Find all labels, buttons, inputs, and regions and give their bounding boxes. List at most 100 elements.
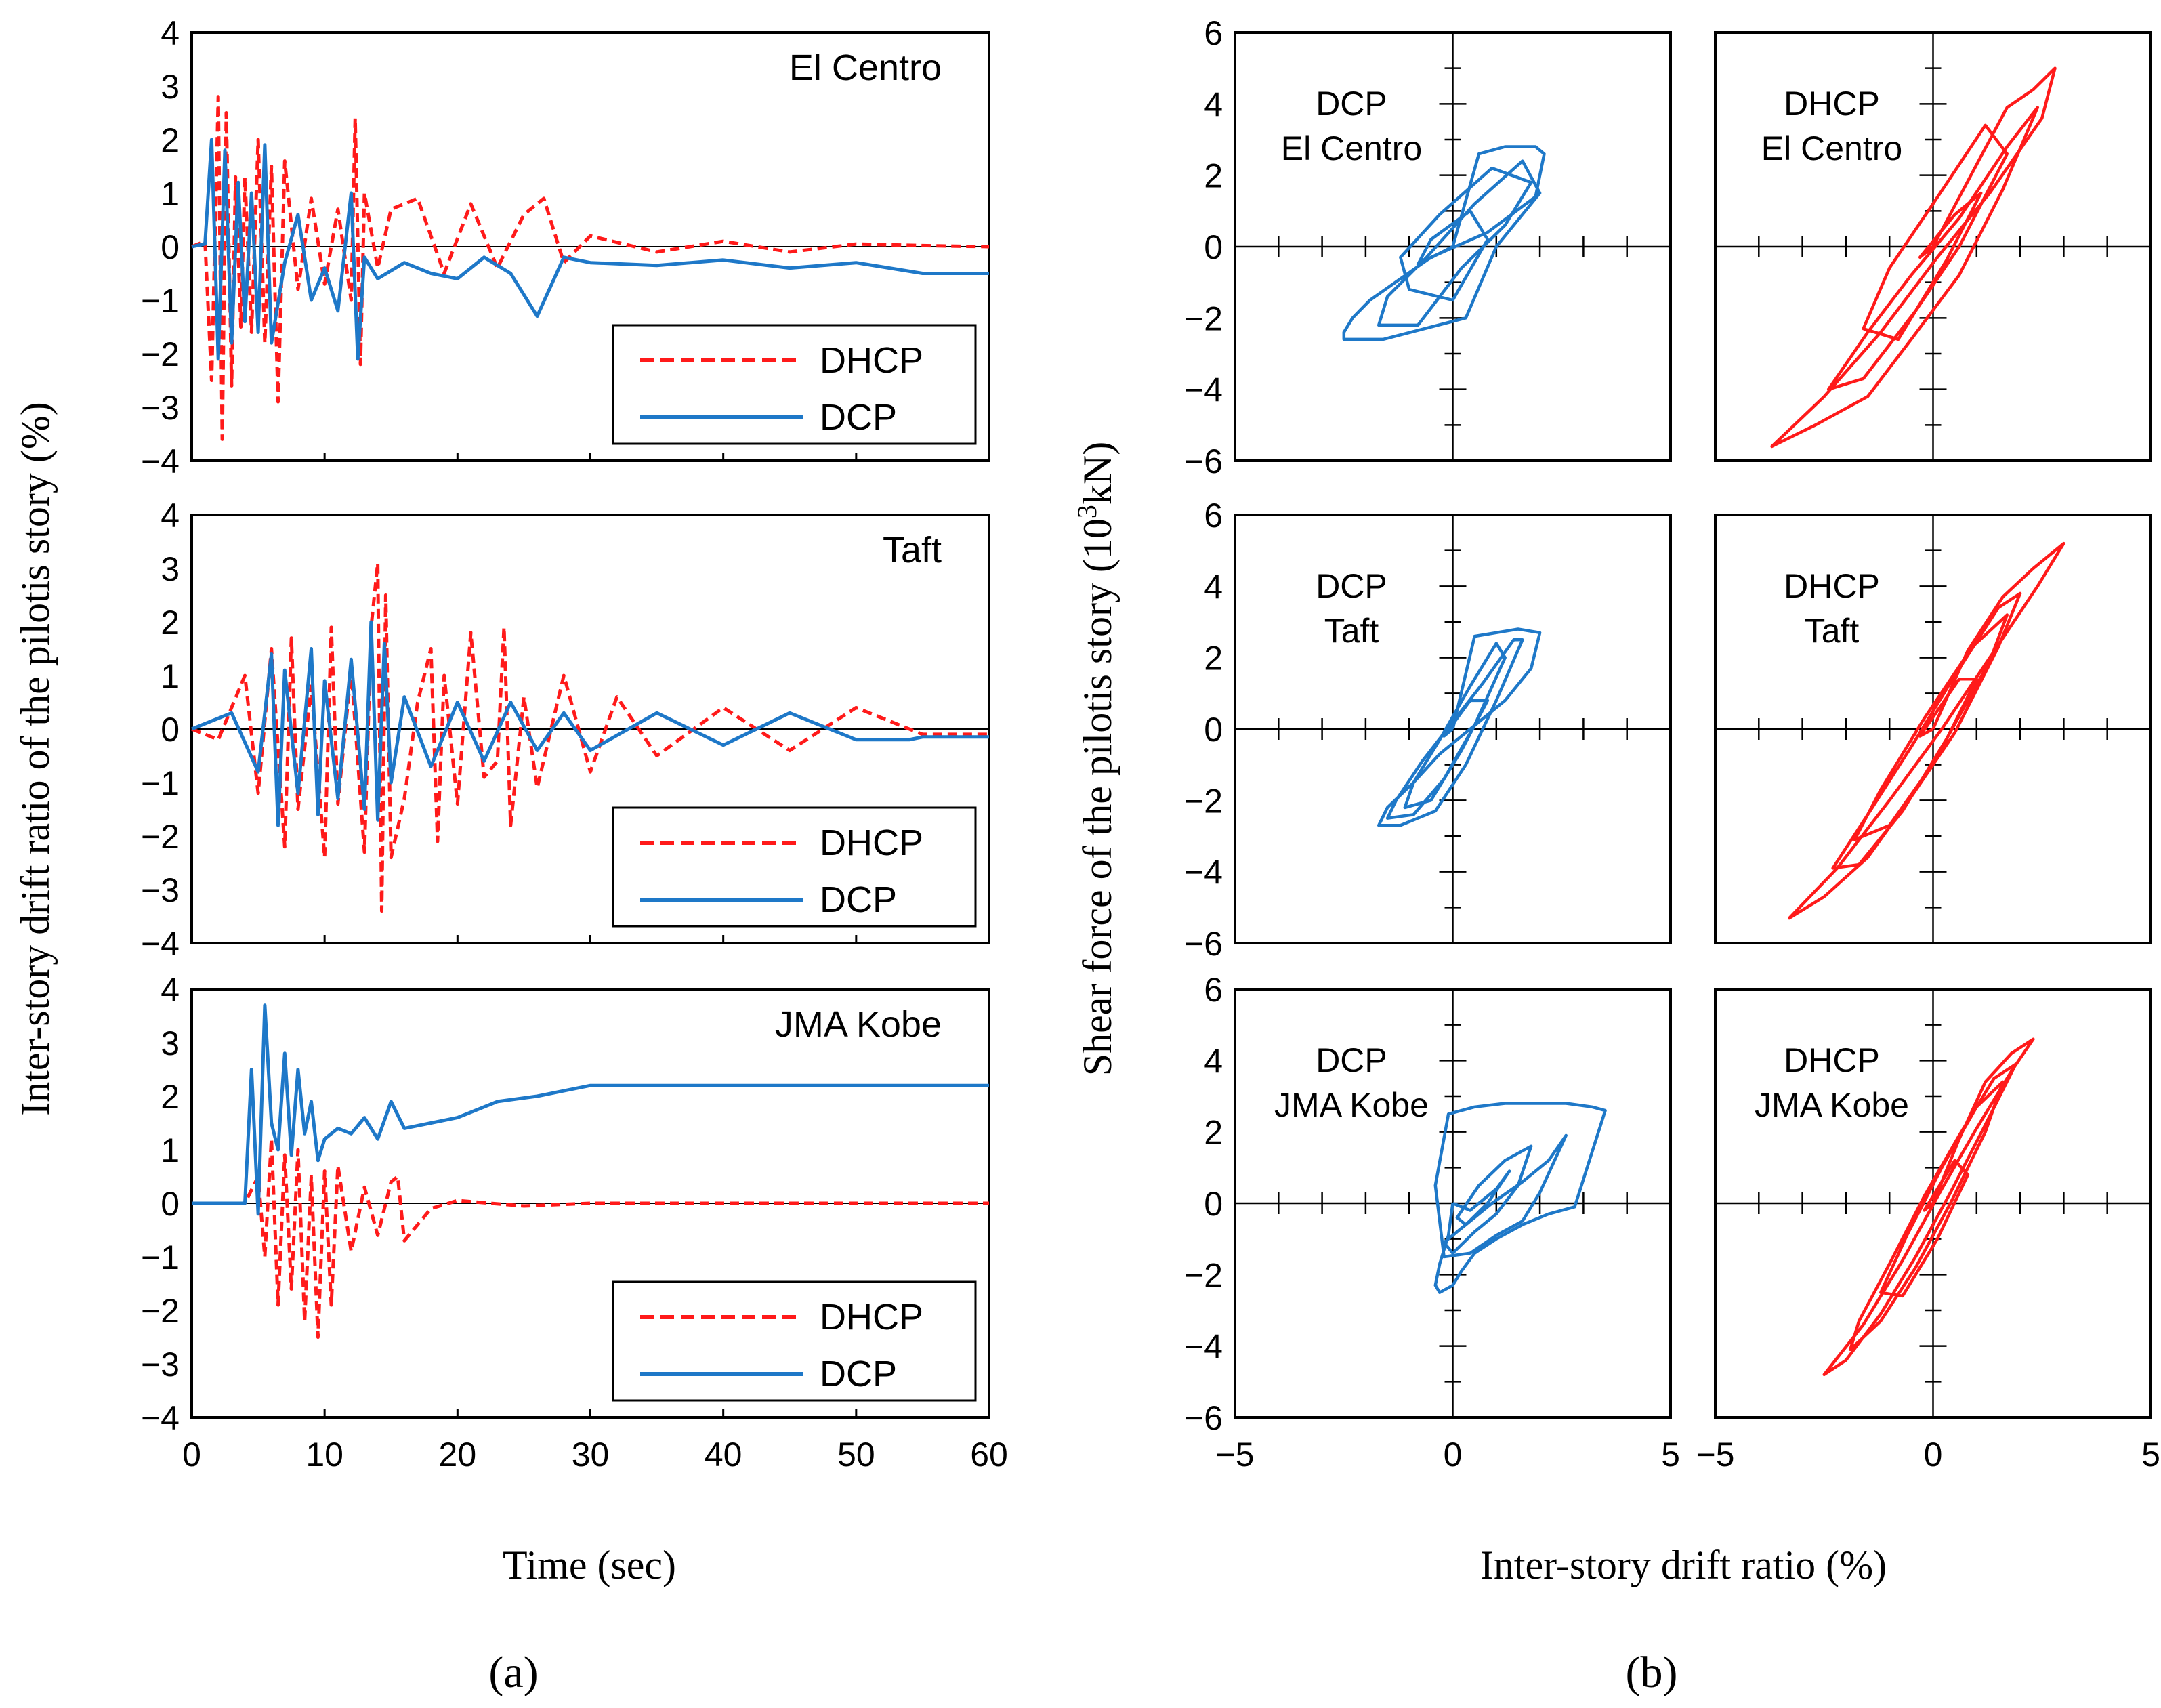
- x-tick-label: 5: [2141, 1436, 2160, 1474]
- hysteresis-label-line: DCP: [1316, 1041, 1387, 1079]
- series-line-dcp: [1433, 1102, 1607, 1294]
- legend-box: [612, 806, 977, 928]
- x-tick-label: −5: [1215, 1436, 1254, 1474]
- hysteresis-label-line: DCP: [1316, 85, 1387, 123]
- y-tick-label: −6: [1184, 925, 1223, 963]
- chart-a1: −4 −3 −2 −1 0 1 2 3 4 El Centro DHCP DCP: [141, 14, 990, 480]
- y-tick-label: −1: [141, 1238, 180, 1276]
- a-y-axis-title: Inter-story drift ratio of the pilotis s…: [13, 402, 58, 1116]
- series-line-dcp: [191, 138, 989, 361]
- y-tick-label: −3: [141, 389, 180, 427]
- y-tick-label: 2: [1204, 157, 1223, 195]
- y-tick-label: −4: [1184, 854, 1223, 892]
- legend-box: [612, 324, 977, 445]
- x-tick-label: 0: [182, 1436, 201, 1474]
- legend-label-dcp: DCP: [820, 1354, 897, 1394]
- charts-layer: −4 −3 −2 −1 0 1 2 3 4 El Centro DHCP DCP −4 −3 −2 −1 0 1 2…: [141, 14, 2160, 1474]
- x-tick-label: 0: [1924, 1436, 1943, 1474]
- hysteresis-label-line: JMA Kobe: [1755, 1086, 1909, 1124]
- hysteresis-label-line: DCP: [1316, 567, 1387, 605]
- y-tick-label: −2: [141, 818, 180, 856]
- y-tick-label: 3: [161, 1024, 180, 1062]
- y-tick-label: −1: [141, 282, 180, 320]
- y-tick-label: 2: [1204, 640, 1223, 678]
- x-tick-label: 60: [970, 1436, 1008, 1474]
- legend-label-dhcp: DHCP: [820, 1297, 923, 1337]
- y-tick-label: 0: [161, 711, 180, 749]
- x-tick-label: 10: [306, 1436, 343, 1474]
- b-y-axis-title-main: Shear force of the pilotis story (10: [1075, 518, 1120, 1076]
- hysteresis-label-line: DHCP: [1784, 567, 1880, 605]
- y-tick-label: 2: [161, 1078, 180, 1116]
- y-tick-label: 2: [1204, 1114, 1223, 1152]
- y-tick-label: 4: [1204, 85, 1223, 123]
- y-tick-label: 6: [1204, 971, 1223, 1009]
- y-tick-label: 6: [1204, 14, 1223, 52]
- y-tick-label: 0: [161, 1185, 180, 1223]
- b-x-axis-title: Inter-story drift ratio (%): [1480, 1543, 1887, 1587]
- y-tick-label: −4: [141, 925, 180, 963]
- chart-b5: −6 −4 −2 0 2 4 6 −5 0 5 DCP JMA Kobe: [1184, 971, 1680, 1474]
- hysteresis-label-line: Taft: [1324, 612, 1379, 650]
- hysteresis-label-line: Taft: [1805, 612, 1860, 650]
- legend-box: [612, 1280, 977, 1402]
- y-tick-label: 0: [1204, 228, 1223, 266]
- x-tick-label: 40: [705, 1436, 742, 1474]
- y-tick-label: 3: [161, 550, 180, 588]
- y-tick-label: 4: [1204, 568, 1223, 606]
- y-tick-label: 6: [1204, 497, 1223, 535]
- y-tick-label: 1: [161, 1131, 180, 1169]
- y-tick-label: −4: [1184, 371, 1223, 409]
- series-line-dcp: [191, 620, 989, 827]
- y-tick-label: 0: [1204, 711, 1223, 749]
- chart-title: El Centro: [789, 47, 942, 88]
- panel-label-b: (b): [1626, 1648, 1678, 1697]
- y-tick-label: 4: [1204, 1042, 1223, 1080]
- y-tick-label: 4: [161, 14, 180, 52]
- legend-label-dcp: DCP: [820, 397, 897, 438]
- legend-label-dcp: DCP: [820, 879, 897, 920]
- y-tick-label: −3: [141, 871, 180, 909]
- panel-label-a: (a): [488, 1648, 538, 1697]
- y-tick-label: −4: [141, 1399, 180, 1437]
- chart-a2: −4 −3 −2 −1 0 1 2 3 4 Taft DHCP DCP: [141, 497, 990, 963]
- y-tick-label: −2: [141, 335, 180, 373]
- y-tick-label: 2: [161, 604, 180, 642]
- y-tick-label: 4: [161, 497, 180, 535]
- x-tick-label: 5: [1661, 1436, 1680, 1474]
- y-tick-label: 3: [161, 68, 180, 106]
- chart-title: JMA Kobe: [775, 1004, 942, 1045]
- chart-title: Taft: [883, 530, 942, 570]
- b-y-axis-title-end: kN): [1075, 442, 1120, 505]
- a-x-axis-title: Time (sec): [503, 1543, 676, 1587]
- series-line-dcp: [192, 1003, 989, 1216]
- y-tick-label: −1: [141, 764, 180, 802]
- chart-b6: −5 0 5 DHCP JMA Kobe: [1696, 988, 2160, 1474]
- y-tick-label: −4: [141, 442, 180, 480]
- x-tick-label: 0: [1444, 1436, 1463, 1474]
- y-tick-label: 1: [161, 657, 180, 695]
- y-tick-label: 4: [161, 971, 180, 1009]
- b-y-axis-title-sup: 3: [1072, 505, 1102, 518]
- x-tick-label: 20: [439, 1436, 477, 1474]
- y-tick-label: −2: [1184, 299, 1223, 337]
- legend-label-dhcp: DHCP: [820, 822, 923, 863]
- b-y-axis-title: Shear force of the pilotis story (103kN): [1072, 442, 1120, 1076]
- hysteresis-label-line: JMA Kobe: [1274, 1086, 1429, 1124]
- chart-b2: DHCP El Centro: [1714, 31, 2152, 462]
- x-tick-label: 30: [572, 1436, 610, 1474]
- series-line-dhcp: [1788, 541, 2065, 920]
- hysteresis-label-line: DHCP: [1784, 1041, 1880, 1079]
- x-tick-label: −5: [1696, 1436, 1734, 1474]
- y-tick-label: −2: [1184, 1256, 1223, 1294]
- x-tick-label: 50: [837, 1436, 875, 1474]
- y-tick-label: −3: [141, 1346, 180, 1383]
- y-tick-label: 0: [1204, 1185, 1223, 1223]
- legend-label-dhcp: DHCP: [820, 340, 923, 381]
- y-tick-label: 1: [161, 175, 180, 213]
- chart-b3: −6 −4 −2 0 2 4 6 DCP Taft: [1184, 497, 1672, 963]
- y-tick-label: −2: [141, 1292, 180, 1330]
- chart-b4: DHCP Taft: [1714, 514, 2152, 944]
